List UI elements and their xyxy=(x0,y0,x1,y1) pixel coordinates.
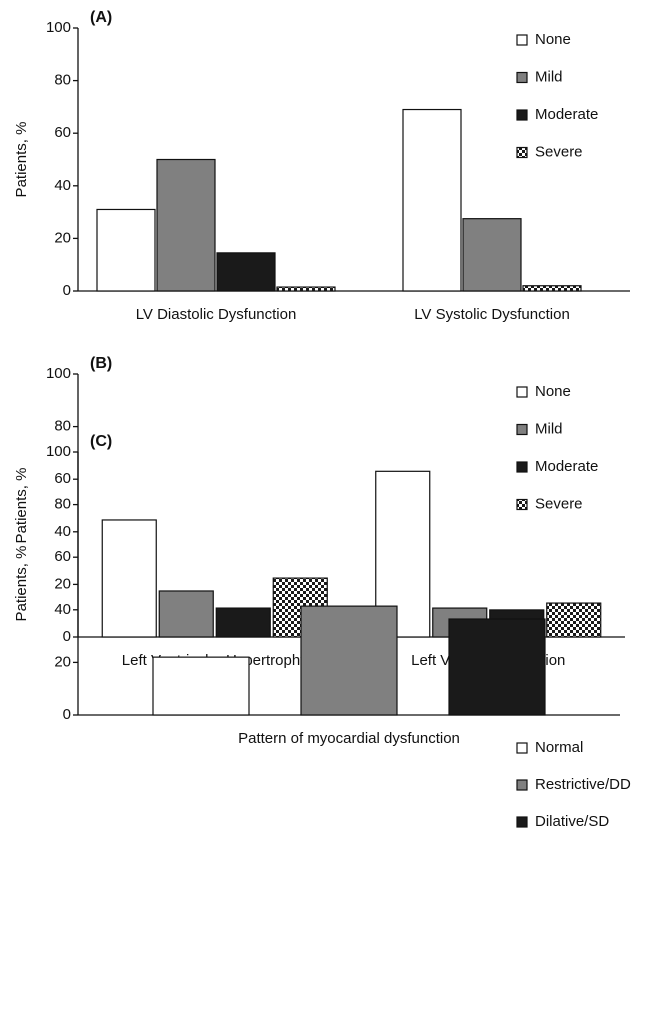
legend-label: Severe xyxy=(535,143,583,160)
y-tick-label: 20 xyxy=(54,575,71,592)
panel-label: (A) xyxy=(90,9,112,26)
y-tick-label: 80 xyxy=(54,418,71,435)
legend-label: Severe xyxy=(535,495,583,512)
y-tick-label: 40 xyxy=(54,177,71,194)
panel-label: (C) xyxy=(90,433,112,450)
y-tick-label: 60 xyxy=(54,470,71,487)
y-tick-label: 80 xyxy=(54,72,71,89)
legend-swatch xyxy=(516,742,528,754)
y-tick-label: 0 xyxy=(63,628,71,645)
legend-swatch xyxy=(516,816,528,828)
legend-label: Dilative/SD xyxy=(535,813,609,830)
y-tick-label: 100 xyxy=(46,443,71,460)
y-tick-label: 20 xyxy=(54,229,71,246)
legend-swatch xyxy=(516,423,528,436)
bar xyxy=(216,252,276,292)
bar xyxy=(546,602,602,638)
y-tick-label: 40 xyxy=(54,523,71,540)
legend-label: None xyxy=(535,383,571,400)
y-tick-label: 40 xyxy=(54,601,71,618)
y-axis-label: Patients, % xyxy=(13,546,30,622)
x-tick-label: Pattern of myocardial dysfunction xyxy=(238,730,460,747)
legend-label: Moderate xyxy=(535,458,598,475)
legend-label: None xyxy=(535,31,571,48)
y-tick-label: 60 xyxy=(54,124,71,141)
bar xyxy=(215,607,271,638)
bar xyxy=(448,618,546,716)
bar xyxy=(101,519,157,638)
bar xyxy=(158,590,214,638)
legend-swatch xyxy=(516,779,528,791)
legend-label: Restrictive/DD xyxy=(535,776,631,793)
legend-swatch xyxy=(516,34,528,46)
bar xyxy=(152,656,250,716)
bar xyxy=(402,108,462,292)
y-tick-label: 80 xyxy=(54,496,71,513)
y-tick-label: 100 xyxy=(46,365,71,382)
legend-label: Mild xyxy=(535,420,563,437)
x-tick-label: LV Systolic Dysfunction xyxy=(414,306,570,323)
legend-swatch xyxy=(516,386,528,398)
panel-label: (B) xyxy=(90,355,112,372)
legend-label: Moderate xyxy=(535,106,598,123)
y-tick-label: 20 xyxy=(54,653,71,670)
bar xyxy=(276,286,336,292)
y-tick-label: 0 xyxy=(63,282,71,299)
y-tick-label: 100 xyxy=(46,19,71,36)
legend-swatch xyxy=(516,109,528,121)
bar xyxy=(300,605,398,716)
legend-swatch xyxy=(516,461,528,473)
legend-swatch xyxy=(516,498,528,511)
x-tick-label: LV Diastolic Dysfunction xyxy=(136,306,297,323)
legend-label: Mild xyxy=(535,68,563,85)
y-axis-label: Patients, % xyxy=(13,122,30,198)
y-tick-label: 60 xyxy=(54,548,71,565)
bar xyxy=(462,218,522,292)
y-axis-label: Patients, % xyxy=(13,468,30,544)
legend-swatch xyxy=(516,71,528,84)
legend-swatch xyxy=(516,146,528,159)
legend-label: Normal xyxy=(535,739,583,756)
y-tick-label: 0 xyxy=(63,706,71,723)
bar xyxy=(522,285,582,292)
bar xyxy=(156,158,216,292)
bar xyxy=(96,208,156,292)
